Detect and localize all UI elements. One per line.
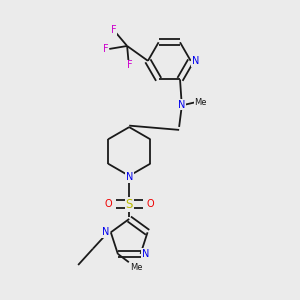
Text: N: N bbox=[178, 100, 185, 110]
Text: N: N bbox=[102, 227, 109, 237]
Text: N: N bbox=[142, 249, 150, 259]
Text: N: N bbox=[192, 56, 199, 66]
Text: S: S bbox=[125, 198, 133, 211]
Text: O: O bbox=[105, 199, 112, 209]
Text: Me: Me bbox=[130, 263, 143, 272]
Text: N: N bbox=[125, 172, 133, 182]
Text: F: F bbox=[111, 25, 116, 35]
Text: F: F bbox=[103, 44, 109, 54]
Text: O: O bbox=[146, 199, 154, 209]
Text: F: F bbox=[127, 60, 133, 70]
Text: Me: Me bbox=[195, 98, 207, 107]
